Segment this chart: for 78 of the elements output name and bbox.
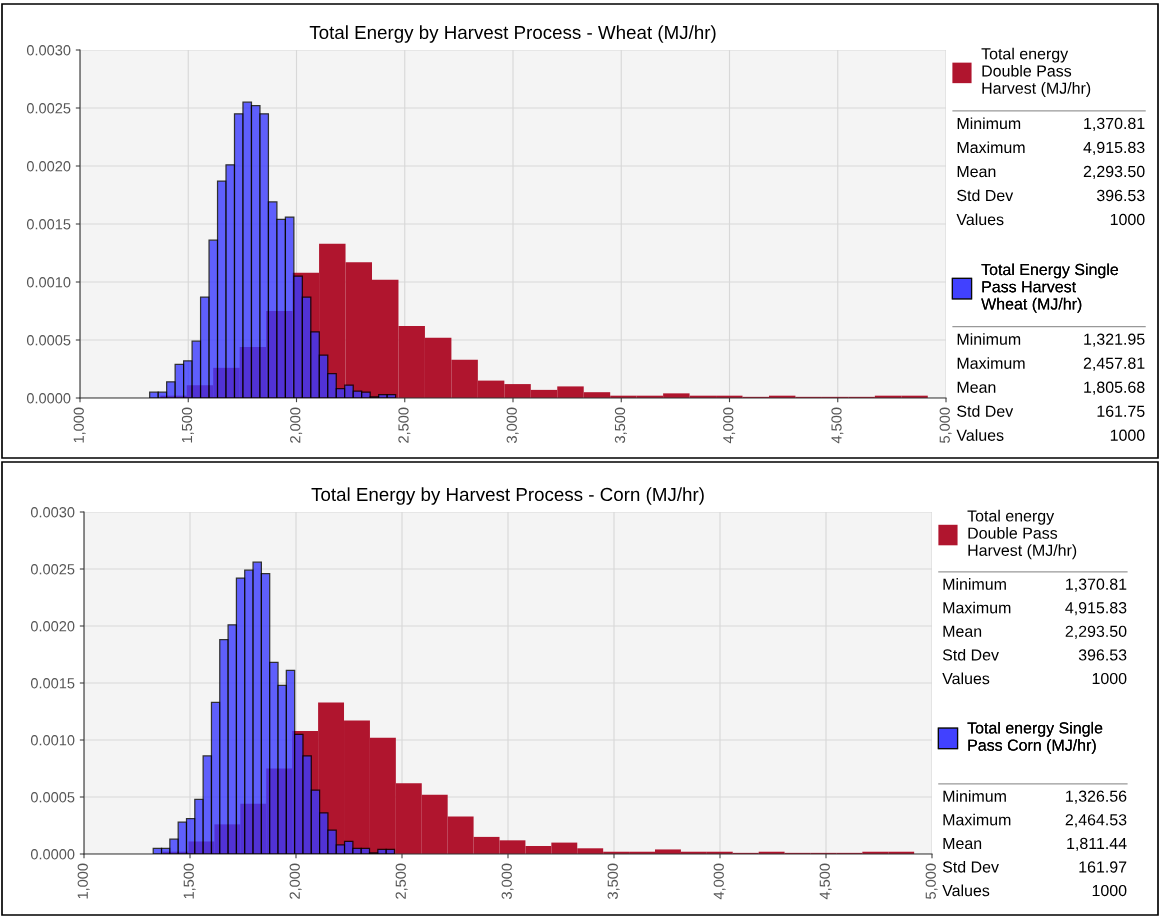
- chart-title: Total Energy by Harvest Process - Wheat (MJ/hr): [309, 25, 716, 43]
- chart-title: Total Energy by Harvest Process - Corn (MJ/hr): [311, 487, 704, 505]
- x-tick-label: 4,000: [723, 407, 736, 444]
- text: 1000: [1110, 429, 1145, 441]
- x-tick-label: 1,000: [73, 407, 86, 443]
- text: 396.53: [1078, 649, 1127, 661]
- text: 1,326.56: [1066, 790, 1127, 804]
- text: Minimum: [943, 790, 1006, 802]
- x-tick-label: 2,000: [289, 863, 302, 899]
- y-tick-label: 0.0005: [30, 792, 75, 803]
- text: Minimum: [957, 117, 1021, 130]
- text: Maximum: [957, 357, 1025, 369]
- text: Values: [942, 884, 990, 897]
- x-tick-label: 2,500: [398, 407, 411, 443]
- text: 1000: [1110, 213, 1145, 226]
- text: 1,370.81: [1066, 578, 1127, 592]
- text: Mean: [943, 625, 982, 638]
- text: 2,293.50: [1065, 625, 1127, 639]
- y-tick-label: 0.0000: [26, 393, 71, 404]
- x-tick-label: 2,000: [290, 407, 303, 443]
- text: Mean: [957, 165, 996, 178]
- y-tick-label: 0.0015: [26, 219, 71, 230]
- y-tick-label: 0.0030: [26, 45, 71, 56]
- text: Values: [956, 213, 1004, 226]
- text: Mean: [943, 837, 982, 850]
- text: 1,805.68: [1084, 381, 1145, 395]
- text: 1,370.81: [1084, 117, 1145, 131]
- text: Maximum: [943, 601, 1011, 614]
- x-tick-label: 4,500: [819, 863, 832, 900]
- legend-label: Total energy Double Pass Harvest (MJ/hr): [981, 47, 1091, 97]
- text: 2,457.81: [1083, 357, 1145, 371]
- y-tick-label: 0.0025: [26, 103, 71, 114]
- text: Mean: [957, 381, 996, 393]
- text: Minimum: [957, 333, 1021, 345]
- x-tick-label: 3,500: [607, 863, 620, 899]
- text: 1000: [1092, 672, 1127, 685]
- text: Minimum: [943, 578, 1006, 590]
- y-tick-label: 0.0010: [30, 735, 75, 746]
- text: 161.97: [1079, 861, 1127, 873]
- text: 2,464.53: [1065, 814, 1127, 828]
- y-tick-label: 0.0030: [30, 507, 75, 518]
- x-tick-label: 1,500: [183, 863, 196, 899]
- y-tick-label: 0.0005: [26, 335, 71, 346]
- y-tick-label: 0.0010: [26, 277, 71, 288]
- text: Std Dev: [942, 860, 999, 873]
- text: 396.53: [1096, 189, 1145, 202]
- legend-label: Total energy Double Pass Harvest (MJ/hr): [967, 509, 1077, 560]
- text: Std Dev: [957, 189, 1014, 202]
- text: Std Dev: [957, 405, 1014, 417]
- text: Std Dev: [942, 648, 999, 661]
- legend-label: Total Energy Single Pass Harvest Wheat (MJ/hr): [981, 263, 1119, 313]
- text: Values: [956, 429, 1004, 441]
- x-tick-label: 2,500: [395, 863, 408, 899]
- y-tick-label: 0.0020: [30, 621, 75, 632]
- x-tick-label: 5,000: [925, 863, 938, 899]
- text: 1,321.95: [1084, 333, 1145, 347]
- x-tick-label: 3,500: [614, 407, 627, 443]
- text: 1,811.44: [1067, 837, 1127, 851]
- text: Values: [942, 672, 990, 685]
- text: Maximum: [957, 141, 1025, 154]
- y-tick-label: 0.0025: [30, 564, 75, 575]
- x-tick-label: 3,000: [506, 407, 519, 443]
- x-tick-label: 1,500: [181, 407, 194, 443]
- text: Maximum: [943, 813, 1011, 826]
- x-tick-label: 4,000: [713, 863, 726, 900]
- x-tick-label: 1,000: [77, 863, 90, 899]
- text: 4,915.83: [1065, 602, 1127, 616]
- y-tick-label: 0.0015: [30, 678, 75, 689]
- text: 2,293.50: [1083, 165, 1145, 180]
- text: 161.75: [1097, 405, 1145, 417]
- text: 1000: [1092, 884, 1127, 897]
- x-tick-label: 5,000: [939, 407, 952, 443]
- y-tick-label: 0.0020: [26, 161, 71, 172]
- legend-label: Total energy Single Pass Corn (MJ/hr): [967, 721, 1103, 754]
- text: 4,915.83: [1083, 141, 1145, 156]
- x-tick-label: 4,500: [831, 407, 844, 444]
- x-tick-label: 3,000: [501, 863, 514, 899]
- y-tick-label: 0.0000: [30, 849, 75, 860]
